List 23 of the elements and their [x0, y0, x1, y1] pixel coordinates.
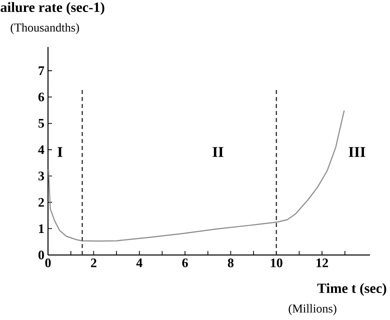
y-tick-label: 6 — [38, 92, 44, 102]
text: (Thousandths) — [10, 23, 79, 34]
text: (Millions) — [288, 304, 336, 316]
y-tick-label: 3 — [38, 172, 44, 180]
x-tick-label: 12 — [316, 258, 328, 268]
y-tick-label: 5 — [38, 119, 44, 128]
x-tick-label: 2 — [90, 258, 96, 268]
x-tick-label: 0 — [45, 258, 51, 268]
x-axis-title: Time t (sec) — [317, 283, 386, 296]
x-tick-label: 8 — [228, 258, 234, 268]
line-series — [48, 110, 345, 242]
x-tick-label: 4 — [136, 258, 142, 268]
annotation: I — [58, 147, 62, 157]
y-tick-label: 2 — [38, 198, 44, 207]
y-tick-label: 7 — [38, 66, 44, 75]
annotation: III — [348, 147, 366, 157]
annotation: II — [212, 147, 224, 157]
x-tick-label: 6 — [182, 258, 188, 268]
x-tick-label: 10 — [270, 258, 282, 268]
y-axis-title: ailure rate (sec-1) — [0, 2, 104, 15]
y-tick-label: 1 — [39, 224, 44, 233]
y-tick-label: 0 — [38, 250, 44, 260]
y-tick-label: 4 — [38, 145, 44, 154]
